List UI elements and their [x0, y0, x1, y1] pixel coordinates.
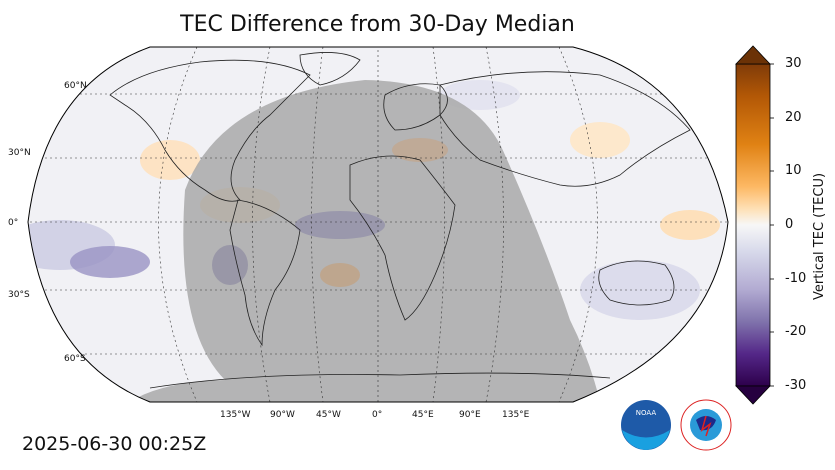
colorbar-min-arrow: [735, 385, 771, 405]
colorbar-tick-neg20: -20: [785, 324, 807, 339]
noaa-logo: NOAA: [621, 400, 671, 450]
map-field: [28, 47, 728, 402]
lon-label-90w: 90°W: [270, 410, 295, 420]
colorbar-tick-10: 10: [785, 163, 802, 178]
lon-label-45w: 45°W: [316, 410, 341, 420]
lon-label-0: 0°: [372, 410, 382, 420]
nws-logo: [680, 399, 732, 451]
timestamp: 2025-06-30 00:25Z: [22, 433, 207, 455]
colorbar-tick-0: 0: [785, 217, 794, 232]
colorbar-max-arrow: [735, 45, 771, 65]
lat-label-30n: 30°N: [8, 148, 31, 158]
lon-label-45e: 45°E: [412, 410, 434, 420]
lon-label-135w: 135°W: [220, 410, 251, 420]
colorbar-tick-neg10: -10: [785, 271, 807, 286]
lat-label-0: 0°: [8, 218, 18, 228]
lat-label-60n: 60°N: [64, 81, 87, 91]
colorbar: [735, 45, 774, 405]
colorbar-title: Vertical TEC (TECU): [812, 172, 827, 300]
chart-title: TEC Difference from 30-Day Median: [180, 12, 575, 37]
lon-label-90e: 90°E: [459, 410, 481, 420]
colorbar-tick-neg30: -30: [785, 378, 807, 393]
colorbar-tick-20: 20: [785, 110, 802, 125]
noaa-logo-text: NOAA: [636, 409, 657, 417]
lat-label-60s: 60°S: [64, 354, 86, 364]
coastlines: [109, 52, 691, 389]
colorbar-tick-30: 30: [785, 56, 802, 71]
lon-label-135e: 135°E: [502, 410, 530, 420]
graticule: [28, 47, 728, 402]
lat-label-30s: 30°S: [8, 290, 30, 300]
